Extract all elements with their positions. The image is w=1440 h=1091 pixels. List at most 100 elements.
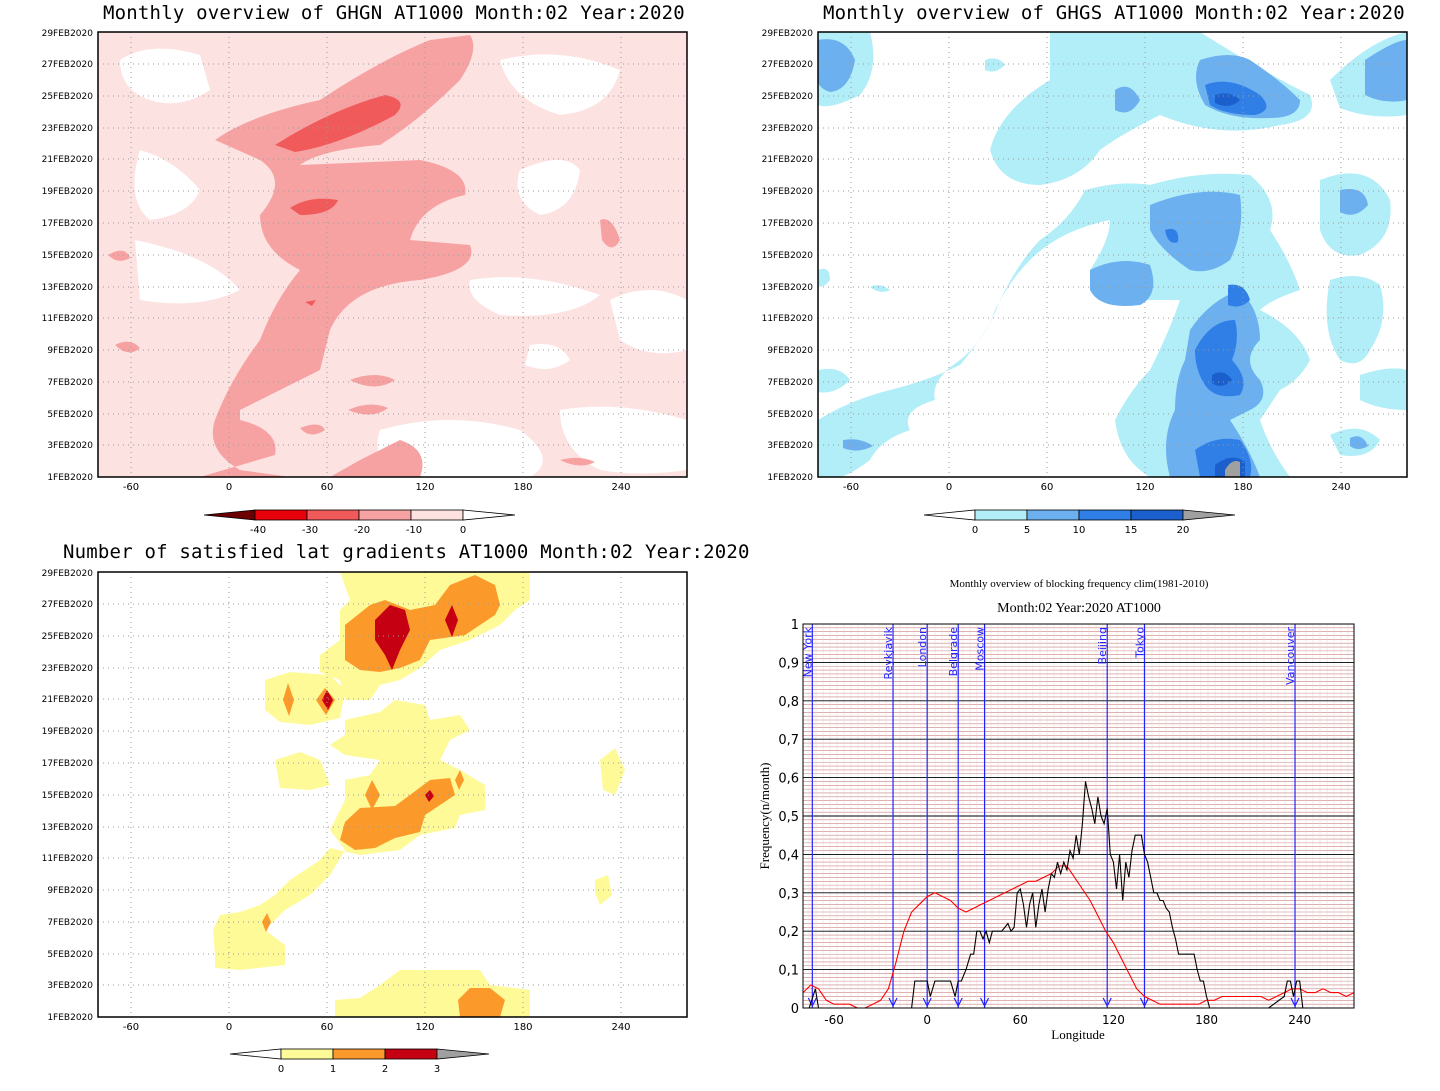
colorbar-label: -30 (302, 525, 318, 536)
y-tick-label: 0 (791, 1002, 799, 1017)
date-tick: 13FEB2020 (762, 283, 814, 293)
date-tick: 1FEB2020 (47, 1013, 93, 1023)
gradients-panel-title: Number of satisfied lat gradients AT1000… (63, 541, 750, 563)
date-tick: 23FEB2020 (762, 124, 814, 134)
date-tick: 15FEB2020 (762, 251, 814, 261)
date-tick: 1FEB2020 (767, 473, 813, 483)
date-tick: 27FEB2020 (42, 60, 94, 70)
freq-plot-frame (802, 623, 1355, 1009)
ghgn-colorbar (203, 509, 516, 521)
date-tick: 11FEB2020 (762, 314, 814, 324)
date-tick: 17FEB2020 (42, 219, 94, 229)
series-line (802, 865, 1355, 1009)
date-tick: 25FEB2020 (42, 632, 94, 642)
lon-tick: 180 (513, 1022, 532, 1033)
freq-y-ticks: 0 0,1 0,2 0,3 0,4 0,5 0,6 0,7 0,8 0,9 1 (778, 618, 799, 1017)
colorbar-label: 20 (1177, 525, 1190, 536)
date-tick: 29FEB2020 (762, 29, 814, 39)
city-arrow (922, 997, 932, 1008)
y-tick-label: 0,8 (778, 695, 799, 710)
date-tick: 17FEB2020 (762, 219, 814, 229)
y-tick-label: 0,7 (778, 733, 799, 748)
freq-grid (803, 661, 1354, 971)
date-tick: 3FEB2020 (767, 441, 813, 451)
date-tick: 23FEB2020 (42, 124, 94, 134)
ghgs-heatmap: 29FEB2020 27FEB2020 25FEB2020 23FEB2020 … (762, 29, 1408, 536)
date-tick: 19FEB2020 (762, 187, 814, 197)
colorbar-label: 0 (460, 525, 466, 536)
lon-tick: 180 (1233, 482, 1252, 493)
date-tick: 17FEB2020 (42, 759, 94, 769)
date-tick: 27FEB2020 (762, 60, 814, 70)
date-tick: 5FEB2020 (47, 410, 93, 420)
city-arrow (1290, 997, 1300, 1008)
colorbar-label: 3 (434, 1064, 440, 1075)
city-arrow (1102, 997, 1112, 1008)
colorbar-label: 15 (1125, 525, 1138, 536)
date-tick: 23FEB2020 (42, 664, 94, 674)
date-tick: 27FEB2020 (42, 600, 94, 610)
city-label: Belgrade (947, 627, 960, 677)
date-tick: 9FEB2020 (47, 346, 93, 356)
y-tick-label: 0,1 (778, 964, 799, 979)
colorbar-label: 0 (278, 1064, 284, 1075)
lon-tick: 60 (1041, 482, 1054, 493)
colorbar-label: -20 (354, 525, 370, 536)
city-arrow (953, 997, 963, 1008)
freq-background-stripes (803, 624, 1354, 1008)
freq-x-axis-label: Longitude (1051, 1027, 1105, 1042)
colorbar-label: -10 (406, 525, 422, 536)
x-tick-label: 120 (1102, 1013, 1125, 1027)
date-tick: 5FEB2020 (47, 950, 93, 960)
date-tick: 15FEB2020 (42, 791, 94, 801)
date-tick: 19FEB2020 (42, 187, 94, 197)
lon-tick: 0 (226, 1022, 232, 1033)
ghgn-grid (98, 32, 687, 477)
freq-chart-title: Monthly overview of blocking frequency c… (950, 578, 1209, 590)
date-tick: 5FEB2020 (767, 410, 813, 420)
date-tick: 7FEB2020 (47, 378, 93, 388)
city-label: Moscow (974, 627, 987, 671)
lon-tick: 120 (1135, 482, 1154, 493)
date-tick: 13FEB2020 (42, 283, 94, 293)
date-tick: 15FEB2020 (42, 251, 94, 261)
ghgn-heatmap: 29FEB2020 27FEB2020 25FEB2020 23FEB2020 … (42, 29, 688, 536)
date-tick: 21FEB2020 (42, 155, 94, 165)
ghgn-x-ticks: -60 0 60 120 180 240 (123, 482, 631, 493)
lon-tick: -60 (123, 482, 139, 493)
date-tick: 29FEB2020 (42, 29, 94, 39)
freq-x-ticks: -60 0 60 120 180 240 (824, 1013, 1311, 1027)
x-tick-label: 180 (1195, 1013, 1218, 1027)
ghgn-panel-title: Monthly overview of GHGN AT1000 Month:02… (103, 2, 685, 24)
y-tick-label: 0,6 (778, 772, 799, 787)
lon-tick: 0 (946, 482, 952, 493)
date-tick: 1FEB2020 (47, 473, 93, 483)
ghgs-panel-title: Monthly overview of GHGS AT1000 Month:02… (823, 2, 1405, 24)
colorbar-label: 0 (972, 525, 978, 536)
lon-tick: -60 (123, 1022, 139, 1033)
ghgn-y-ticks: 29FEB2020 27FEB2020 25FEB2020 23FEB2020 … (42, 29, 94, 483)
lon-tick: 120 (415, 482, 434, 493)
x-tick-label: 0 (923, 1013, 931, 1027)
lon-tick: 0 (226, 482, 232, 493)
y-tick-label: 0,4 (778, 848, 799, 863)
city-arrow (980, 997, 990, 1008)
lon-tick: 240 (611, 482, 630, 493)
city-label: Reykjavik (882, 626, 895, 679)
freq-city-markers: New York Reykjavik London Belgrade Moscow Bei… (801, 624, 1300, 1008)
ghgs-colorbar (923, 509, 1236, 521)
colorbar-label: 5 (1024, 525, 1030, 536)
city-label: Vancouver (1284, 627, 1297, 685)
x-tick-label: 240 (1288, 1013, 1311, 1027)
date-tick: 9FEB2020 (47, 886, 93, 896)
date-tick: 25FEB2020 (762, 92, 814, 102)
city-label: New York (801, 626, 814, 677)
lon-tick: 240 (611, 1022, 630, 1033)
colorbar-label: 10 (1073, 525, 1086, 536)
gradients-colorbar (229, 1048, 490, 1060)
lon-tick: 180 (513, 482, 532, 493)
x-tick-label: -60 (824, 1013, 844, 1027)
date-tick: 9FEB2020 (767, 346, 813, 356)
colorbar-label: -40 (250, 525, 266, 536)
